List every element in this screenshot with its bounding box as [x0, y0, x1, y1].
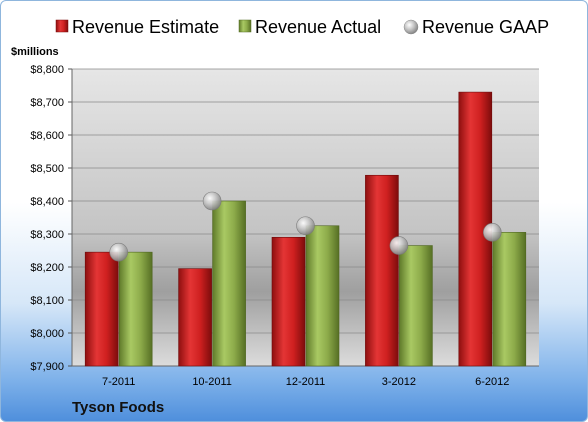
y-tick-label: $8,000 [30, 328, 64, 340]
y-tick-label: $8,400 [30, 196, 64, 208]
marker-revenue-gaap [482, 223, 502, 242]
marker-revenue-gaap [109, 242, 128, 262]
y-tick-label: $8,600 [30, 130, 64, 142]
bar-revenue-actual [118, 251, 153, 367]
bar-revenue-estimate [178, 268, 212, 367]
legend-item-revenue-gaap: Revenue GAAP [403, 17, 549, 37]
y-tick-label: $8,300 [30, 229, 64, 241]
y-tick-label: $8,200 [30, 262, 64, 274]
company-name: Tyson Foods [72, 399, 164, 416]
legend-item-revenue-actual: Revenue Actual [238, 17, 381, 37]
bar-revenue-estimate [84, 251, 119, 367]
chart-legend: Revenue Estimate Revenue Actual Revenue … [55, 17, 549, 37]
x-tick-label: 10-2011 [192, 376, 232, 388]
bar-revenue-actual [305, 225, 340, 367]
bar-revenue-actual [399, 245, 433, 367]
legend-label-revenue-gaap: Revenue GAAP [422, 17, 549, 37]
legend-label-revenue-actual: Revenue Actual [255, 17, 381, 37]
y-tick-label: $7,900 [30, 361, 64, 373]
marker-revenue-gaap [296, 216, 315, 236]
bar-revenue-estimate [365, 174, 399, 367]
marker-revenue-gaap [202, 191, 222, 211]
y-tick-label: $8,700 [30, 97, 64, 109]
bar-revenue-actual [212, 200, 246, 367]
y-tick-label: $8,800 [30, 64, 64, 76]
x-tick-label: 6-2012 [475, 376, 509, 388]
legend-label-revenue-estimate: Revenue Estimate [72, 17, 219, 37]
x-tick-label: 12-2011 [286, 376, 326, 388]
bar-revenue-estimate [271, 237, 306, 367]
legend-marker-revenue-gaap [403, 19, 419, 35]
bar-revenue-actual [492, 232, 527, 367]
y-tick-label: $8,500 [30, 163, 64, 175]
legend-swatch-revenue-estimate [55, 19, 69, 33]
y-axis-unit-label: $millions [11, 46, 59, 58]
y-tick-label: $8,100 [30, 295, 64, 307]
x-tick-label: 3-2012 [382, 376, 416, 388]
plot-area: $7,900 $8,000 $8,100 $8,200 $8,300 $8,400 $8,5… [30, 64, 539, 388]
x-tick-label: 7-2011 [102, 376, 135, 388]
legend-swatch-revenue-actual [238, 19, 252, 33]
legend-item-revenue-estimate: Revenue Estimate [55, 17, 219, 37]
marker-revenue-gaap [389, 236, 409, 255]
